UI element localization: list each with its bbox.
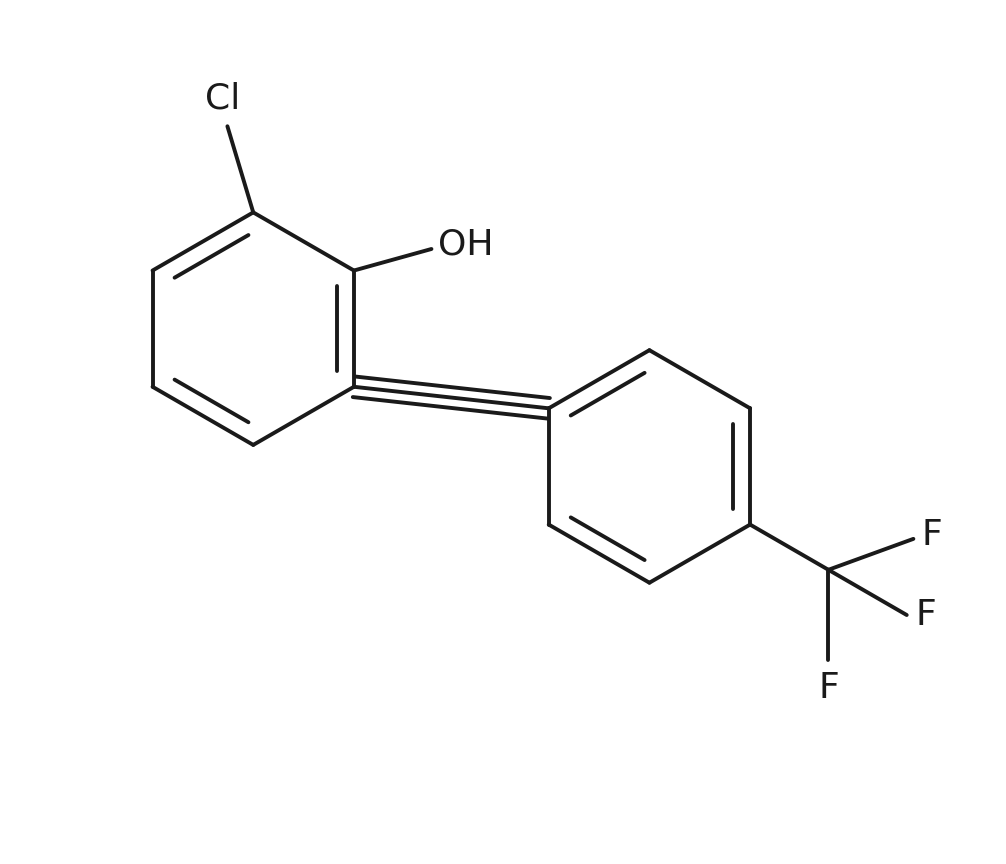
Text: F: F	[921, 518, 943, 551]
Text: F: F	[818, 671, 839, 705]
Text: F: F	[915, 598, 937, 632]
Text: OH: OH	[439, 228, 494, 262]
Text: Cl: Cl	[205, 81, 240, 115]
